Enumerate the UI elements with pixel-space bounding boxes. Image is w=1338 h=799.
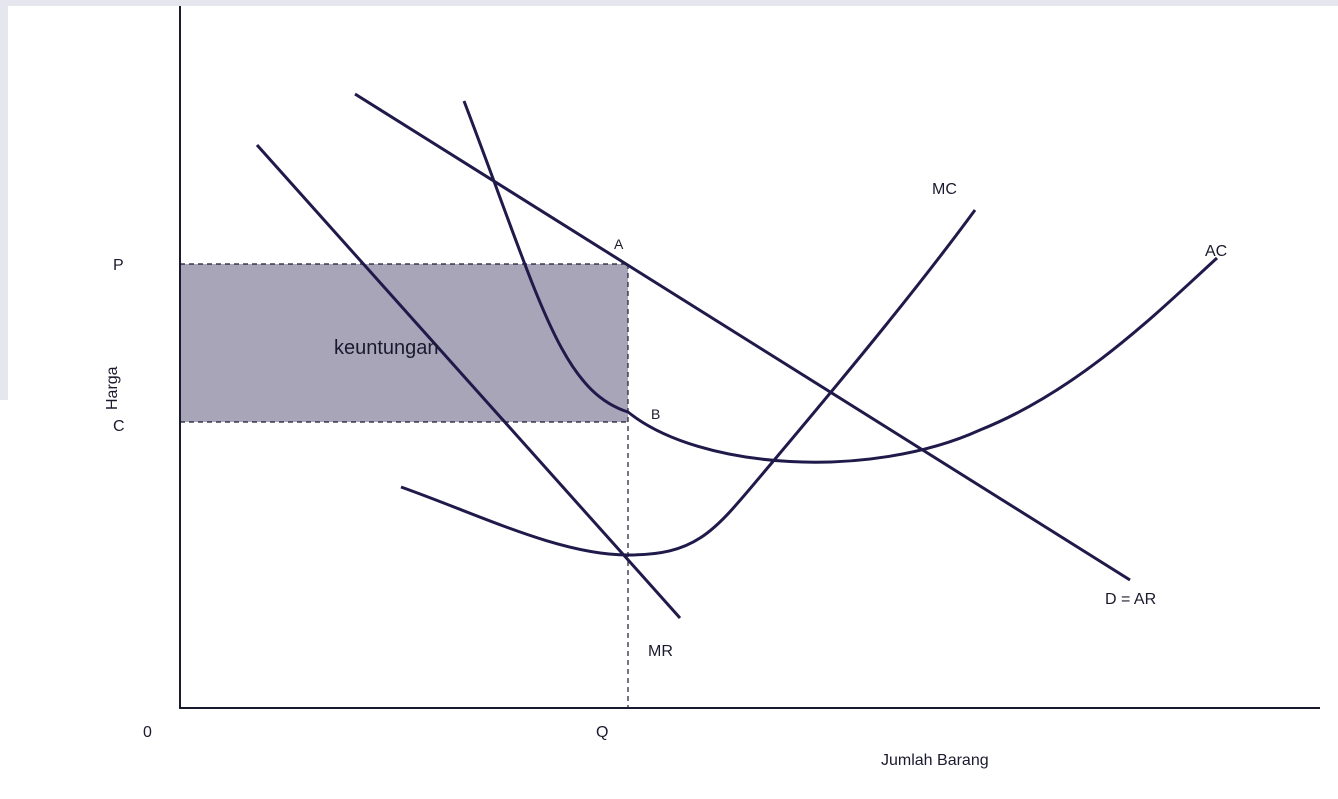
quantity-label: Q — [596, 724, 608, 741]
profit-label: keuntungan — [334, 337, 439, 359]
slide-top-edge — [0, 0, 1338, 6]
profit-area — [180, 264, 628, 422]
point-a-label: A — [614, 236, 624, 252]
origin-label: 0 — [143, 724, 152, 741]
point-b-label: B — [651, 406, 660, 422]
demand-curve — [354, 92, 1131, 582]
mc-curve — [400, 209, 977, 557]
mr-curve — [255, 144, 682, 619]
mr-label: MR — [648, 643, 673, 660]
y-axis-title: Harga — [104, 366, 121, 410]
ac-label: AC — [1205, 243, 1227, 260]
mc-label: MC — [932, 181, 957, 198]
cost-label: C — [113, 418, 125, 435]
demand-label: D = AR — [1105, 591, 1156, 608]
price-label: P — [113, 257, 124, 274]
x-axis-title: Jumlah Barang — [881, 752, 989, 769]
ac-curve — [462, 100, 1219, 464]
slide-left-edge — [0, 0, 8, 400]
